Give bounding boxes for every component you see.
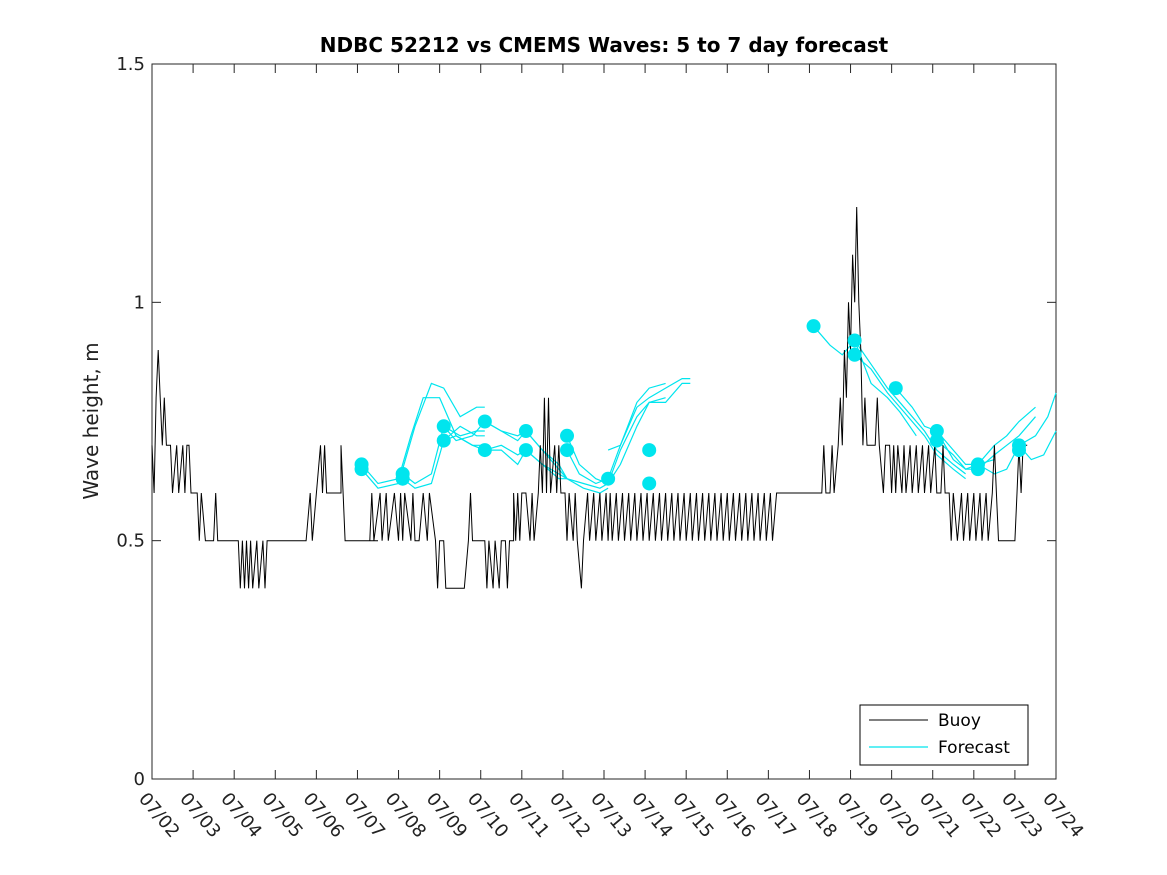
forecast-line [607, 378, 691, 451]
forecast-marker [847, 333, 862, 348]
forecast-marker [477, 414, 492, 429]
forecast-marker [518, 443, 533, 458]
forecast-marker [354, 462, 369, 477]
buoy-line [151, 206, 1028, 589]
forecast-marker [642, 443, 657, 458]
forecast-marker [1012, 443, 1027, 458]
forecast-marker [806, 319, 821, 334]
y-tick-label: 1 [134, 292, 145, 313]
forecast-marker [518, 424, 533, 439]
legend-box [859, 704, 1029, 766]
y-axis-label: Wave height, m [79, 342, 103, 499]
legend-forecast-label: Forecast [938, 738, 1010, 758]
forecast-line [607, 382, 691, 484]
forecast-marker [642, 476, 657, 491]
forecast-marker [477, 443, 492, 458]
forecast-marker [436, 419, 451, 434]
y-tick-label: 0 [134, 769, 145, 790]
legend-buoy-label: Buoy [938, 711, 981, 731]
forecast-marker [560, 428, 575, 443]
y-tick-label: 1.5 [116, 54, 145, 75]
forecast-line [854, 354, 966, 480]
forecast-marker [436, 433, 451, 448]
forecast-marker [847, 347, 862, 362]
chart-title: NDBC 52212 vs CMEMS Waves: 5 to 7 day fo… [320, 33, 889, 57]
forecast-marker [601, 471, 616, 486]
forecast-marker [888, 381, 903, 396]
forecast-line [936, 416, 1036, 470]
y-tick-label: 0.5 [116, 531, 145, 552]
forecast-line [361, 382, 485, 489]
forecast-marker [929, 433, 944, 448]
forecast-marker [560, 443, 575, 458]
forecast-marker [395, 471, 410, 486]
forecast-line [566, 382, 666, 485]
forecast-line [566, 397, 666, 485]
forecast-line [854, 340, 966, 475]
forecast-marker [970, 462, 985, 477]
forecast-line [936, 406, 1036, 465]
legend: Buoy Forecast [859, 704, 1029, 766]
